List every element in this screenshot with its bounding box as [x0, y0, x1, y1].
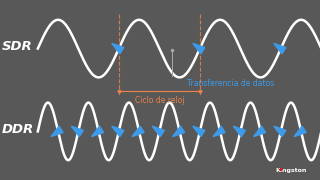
Text: ✦: ✦	[278, 166, 284, 172]
Polygon shape	[112, 126, 124, 137]
Polygon shape	[193, 126, 205, 137]
Polygon shape	[233, 126, 245, 137]
Polygon shape	[132, 126, 144, 137]
Text: DDR: DDR	[2, 123, 34, 136]
Text: SDR: SDR	[2, 40, 32, 53]
Polygon shape	[51, 126, 63, 137]
Polygon shape	[152, 126, 164, 137]
Text: Transferencia de datos: Transferencia de datos	[188, 79, 275, 88]
Polygon shape	[274, 126, 286, 137]
Polygon shape	[274, 43, 286, 54]
Polygon shape	[112, 43, 124, 54]
Polygon shape	[253, 126, 266, 137]
Text: Ciclo de reloj: Ciclo de reloj	[134, 96, 184, 105]
Polygon shape	[71, 126, 83, 137]
Text: Kingston: Kingston	[276, 168, 307, 173]
Polygon shape	[213, 126, 225, 137]
Polygon shape	[92, 126, 104, 137]
Polygon shape	[193, 43, 205, 54]
Polygon shape	[294, 126, 306, 137]
Polygon shape	[172, 126, 185, 137]
